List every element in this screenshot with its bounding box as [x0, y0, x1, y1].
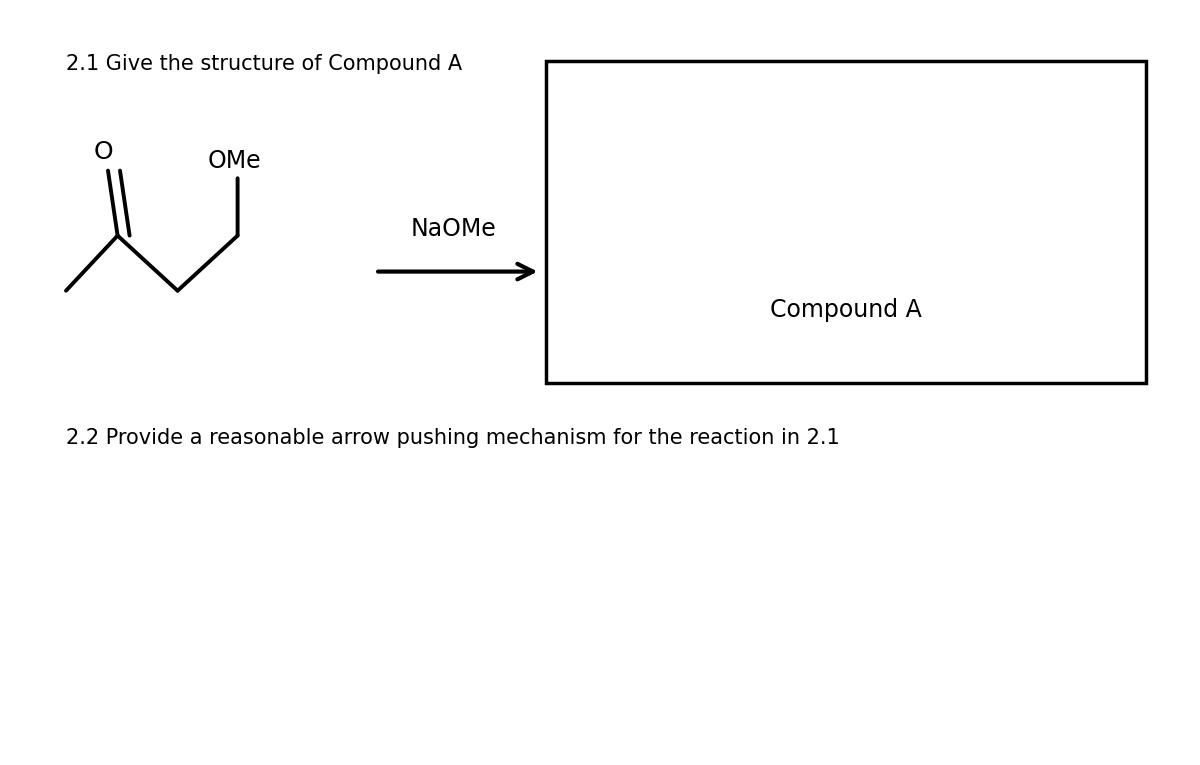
Text: O: O [94, 141, 113, 164]
Text: OMe: OMe [208, 149, 260, 173]
Text: 2.1 Give the structure of Compound A: 2.1 Give the structure of Compound A [66, 54, 462, 73]
Bar [546, 61, 1146, 382]
Text: NaOMe: NaOMe [410, 217, 497, 241]
Text: Compound A: Compound A [770, 298, 922, 322]
Text: 2.2 Provide a reasonable arrow pushing mechanism for the reaction in 2.1: 2.2 Provide a reasonable arrow pushing m… [66, 428, 840, 448]
